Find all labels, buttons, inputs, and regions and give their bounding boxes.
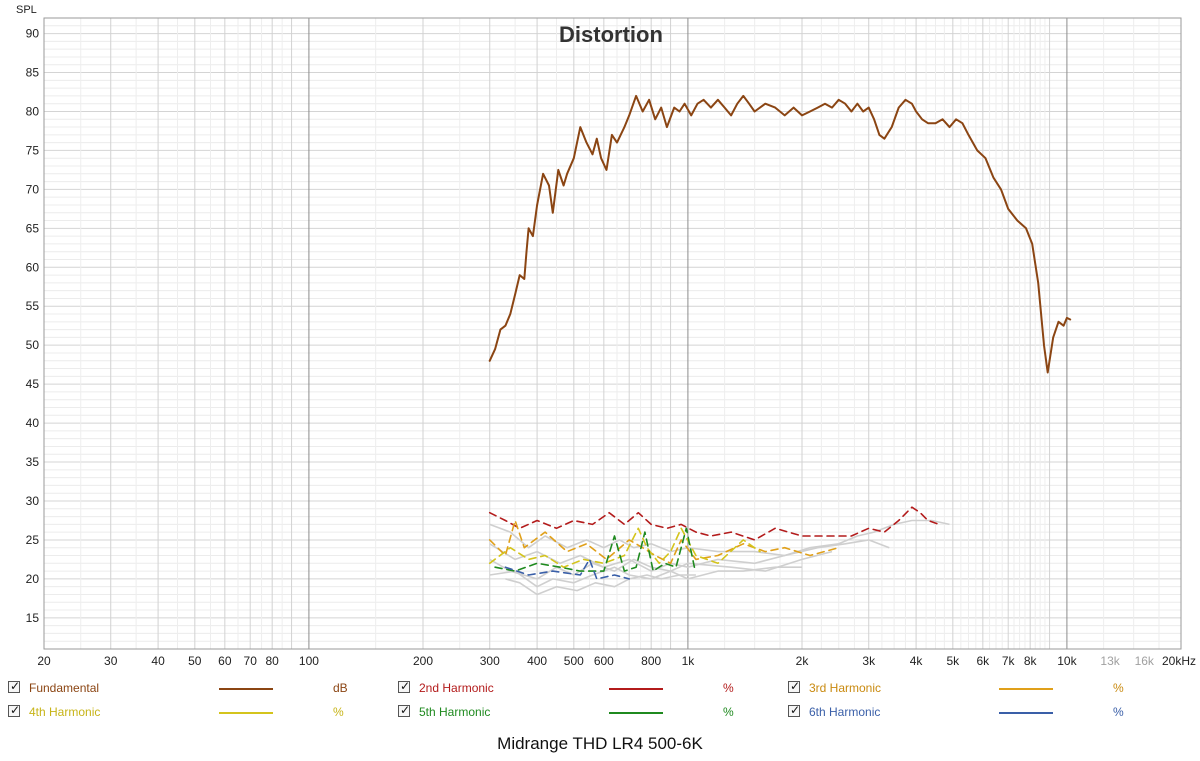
chart-legend: Fundamental dB 2nd Harmonic % 3rd Harmon… [0,676,1200,724]
x-tick-label: 100 [299,654,319,668]
legend-swatch [999,712,1053,714]
series-fundamental [488,94,1072,374]
y-tick-label: 50 [26,338,40,352]
background-trace [489,566,802,588]
x-tick-label: 70 [244,654,258,668]
x-tick-label: 1k [682,654,696,668]
x-tick-label: 4k [910,654,924,668]
x-tick-label: 2k [796,654,810,668]
series-4th-harmonic [488,527,761,568]
y-axis-label: SPL [16,4,37,16]
y-tick-label: 30 [26,494,40,508]
x-tick-label: 30 [104,654,118,668]
series-5th-harmonic [494,527,696,572]
x-tick-label: 40 [151,654,165,668]
y-tick-label: 45 [26,377,40,391]
y-tick-label: 20 [26,572,40,586]
series-6th-harmonic [504,558,630,580]
checkbox-checked-icon[interactable] [788,703,800,717]
legend-label: 6th Harmonic [809,705,881,719]
legend-label: 4th Harmonic [29,705,101,719]
y-tick-label: 40 [26,416,40,430]
x-tick-label: 400 [527,654,547,668]
x-tick-label: 60 [218,654,232,668]
legend-label: 5th Harmonic [419,705,491,719]
x-tick-label: 80 [266,654,280,668]
legend-unit: % [333,705,344,719]
legend-swatch [219,712,273,714]
checkbox-checked-icon[interactable] [8,703,20,717]
y-tick-label: 55 [26,299,40,313]
x-tick-label: 20kHz [1162,654,1196,668]
x-tick-label: 500 [564,654,584,668]
legend-unit: % [723,681,734,695]
x-tick-label: 200 [413,654,433,668]
chart-caption: Midrange THD LR4 500-6K [497,734,703,753]
distortion-chart: 15 20 25 30 35 40 45 50 55 60 65 70 75 80 85 90 SPL 20 30 4… [16,4,1196,668]
x-tick-label: 6k [976,654,990,668]
y-tick-label: 70 [26,182,40,196]
checkbox-checked-icon[interactable] [398,679,410,693]
legend-swatch [219,688,273,690]
checkbox-checked-icon[interactable] [788,679,800,693]
checkbox-checked-icon[interactable] [8,679,20,693]
legend-label: 2nd Harmonic [419,681,494,695]
y-tick-label: 75 [26,143,40,157]
x-tick-label: 8k [1024,654,1038,668]
x-tick-label: 20 [37,654,51,668]
y-tick-label: 80 [26,104,40,118]
y-tick-label: 25 [26,533,40,547]
x-tick-label: 10k [1057,654,1077,668]
background-trace [505,574,696,596]
legend-swatch [609,712,663,714]
legend-unit: % [1113,681,1124,695]
y-tick-label: 85 [26,66,40,80]
x-tick-label: 300 [480,654,500,668]
series-2nd-harmonic [488,506,940,541]
chart-title: Distortion [559,22,663,47]
y-tick-label: 90 [26,27,40,41]
legend-unit: dB [333,681,348,695]
y-tick-label: 15 [26,611,40,625]
legend-unit: % [1113,705,1124,719]
x-tick-label: 50 [188,654,202,668]
x-tick-label: 5k [946,654,960,668]
x-tick-label: 3k [862,654,876,668]
legend-swatch [609,688,663,690]
plot-frame [43,17,1182,650]
legend-unit: % [723,705,734,719]
y-tick-label: 60 [26,260,40,274]
legend-label: Fundamental [29,681,100,695]
x-tick-label: 800 [641,654,661,668]
x-tick-label: 16k [1135,654,1155,668]
x-tick-label: 13k [1100,654,1120,668]
checkbox-checked-icon[interactable] [398,703,410,717]
legend-label: 3rd Harmonic [809,681,882,695]
y-tick-label: 35 [26,455,40,469]
legend-swatch [999,688,1053,690]
y-tick-label: 65 [26,221,40,235]
x-tick-label: 600 [594,654,614,668]
x-tick-label: 7k [1002,654,1016,668]
